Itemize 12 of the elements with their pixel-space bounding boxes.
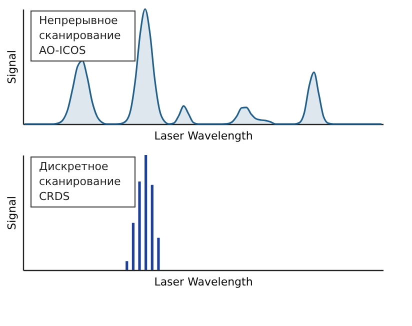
x-axis-title: Laser Wavelength	[154, 276, 253, 288]
text: Дискретное сканирование CRDS	[39, 160, 122, 203]
bar	[157, 238, 160, 270]
bar	[132, 222, 134, 270]
bar	[138, 181, 141, 270]
bar	[144, 155, 148, 270]
bar	[126, 261, 128, 270]
annotation: Непрерывное сканирование AO-ICOS	[39, 14, 122, 57]
bar	[150, 184, 154, 270]
x-axis-title: Laser Wavelength	[154, 130, 253, 142]
y-axis-title: Signal	[6, 50, 18, 84]
y-axis-title: Signal	[6, 196, 18, 230]
